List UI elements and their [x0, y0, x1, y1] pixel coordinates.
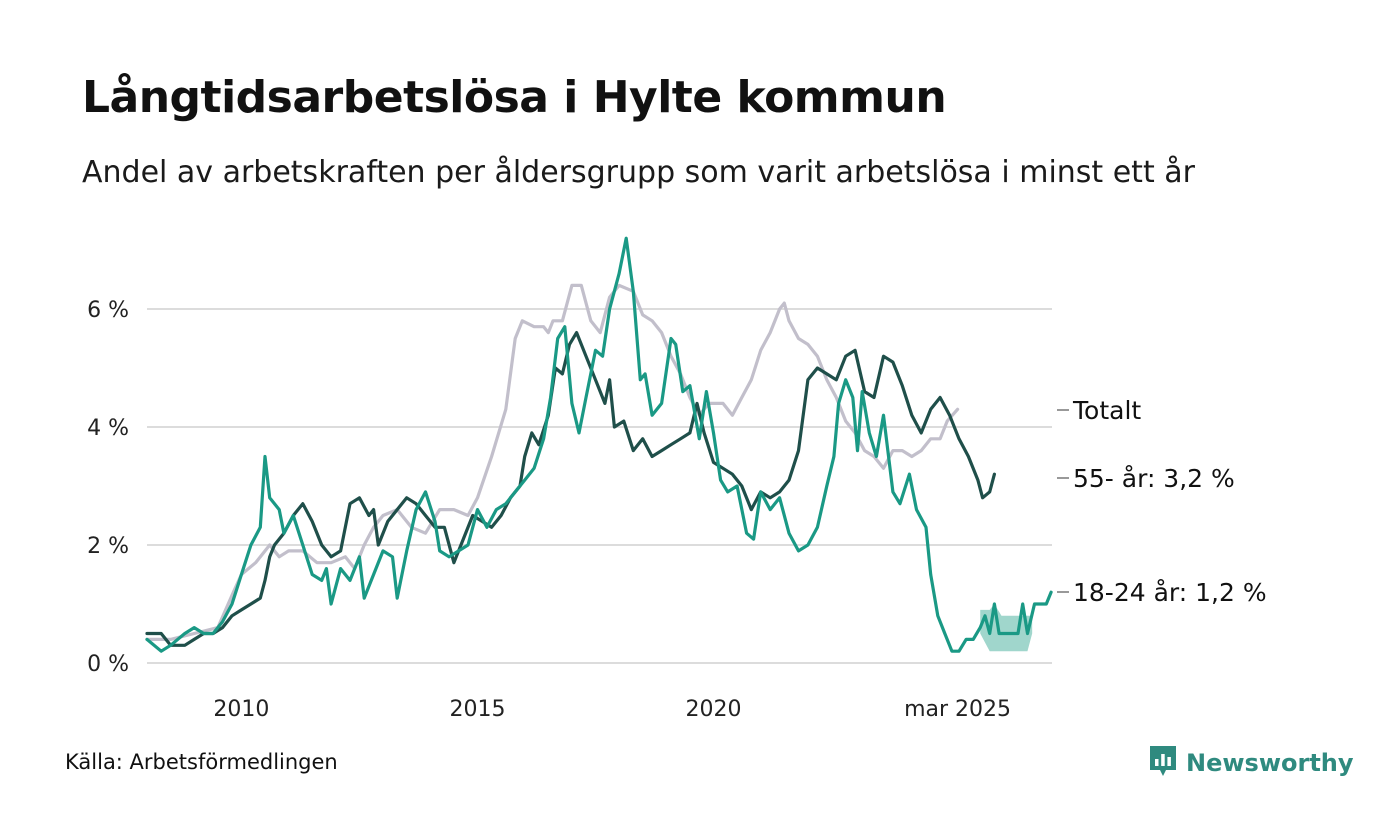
series-line-18-24 [145, 236, 1053, 653]
series-label: Totalt [1072, 396, 1141, 425]
series-label: 55- år: 3,2 % [1073, 464, 1235, 493]
brand-logo[interactable]: Newsworthy [1148, 744, 1354, 782]
series-label: 18-24 år: 1,2 % [1073, 578, 1267, 607]
y-tick-label: 2 % [87, 534, 129, 559]
x-tick-label: 2015 [449, 697, 505, 722]
y-axis: 0 % 2 % 4 % 6 % [87, 298, 129, 677]
gridlines [147, 308, 1052, 664]
series-end-labels: Totalt 55- år: 3,2 % 18-24 år: 1,2 % [1057, 396, 1267, 607]
chart-title: Långtidsarbetslösa i Hylte kommun [82, 72, 947, 123]
bar-chart-speech-bubble-icon [1148, 744, 1178, 782]
x-tick-label: 2010 [213, 697, 269, 722]
source-note: Källa: Arbetsförmedlingen [65, 750, 338, 774]
x-tick-label: 2020 [686, 697, 742, 722]
y-tick-label: 4 % [87, 416, 129, 441]
chart-subtitle: Andel av arbetskraften per åldersgrupp s… [82, 155, 1195, 190]
x-axis: 2010 2015 2020 mar 2025 [213, 697, 1011, 722]
y-tick-label: 6 % [87, 298, 129, 323]
x-tick-label: mar 2025 [904, 697, 1011, 722]
brand-name: Newsworthy [1186, 749, 1354, 777]
series-lines [145, 236, 1053, 653]
series-line-totalt [145, 283, 960, 642]
y-tick-label: 0 % [87, 652, 129, 677]
